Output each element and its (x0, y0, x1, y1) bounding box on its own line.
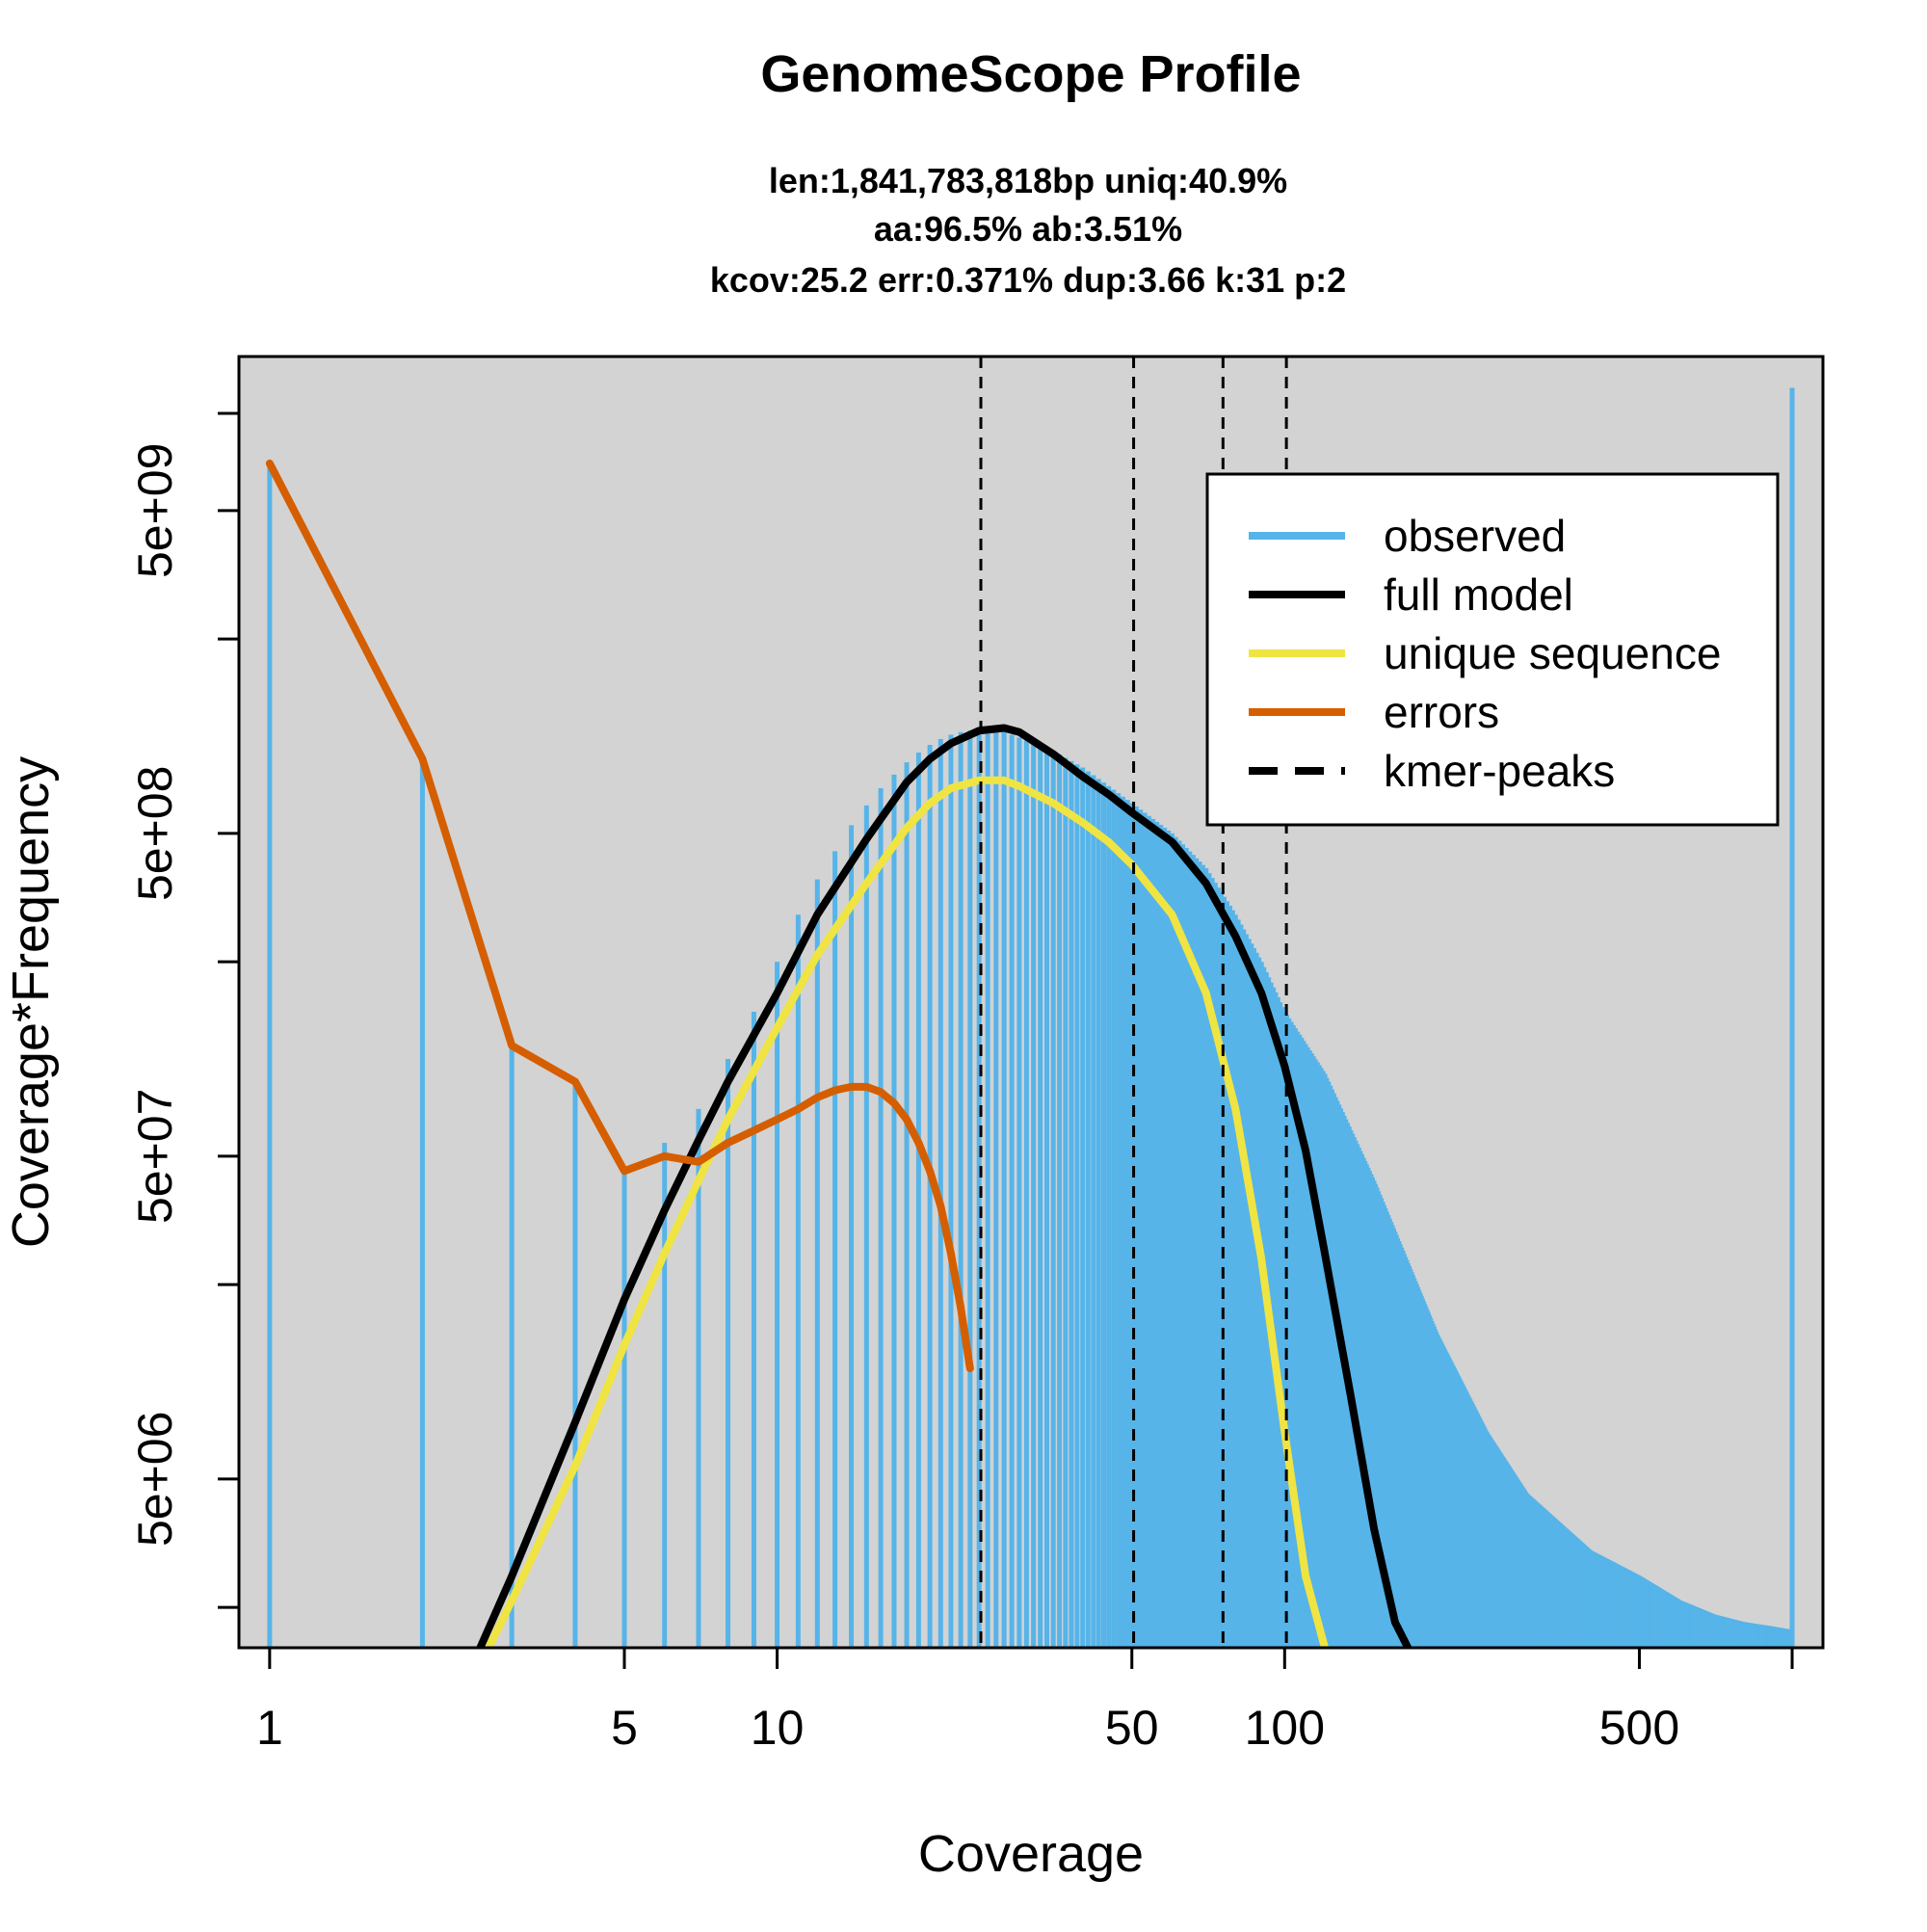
x-axis-label: Coverage (918, 1825, 1144, 1883)
y-tick-label: 5e+07 (128, 1089, 182, 1224)
x-tick-label: 100 (1245, 1701, 1325, 1755)
x-tick-label: 1 (256, 1701, 283, 1755)
legend-label: full model (1384, 569, 1573, 620)
y-tick-label: 5e+06 (128, 1412, 182, 1547)
errors-curve (265, 459, 974, 1373)
x-tick-label: 10 (751, 1701, 805, 1755)
x-tick-label: 500 (1599, 1701, 1679, 1755)
chart-subtitle-line-3: kcov:25.2 err:0.371% dup:3.66 k:31 p:2 (710, 260, 1346, 300)
legend-label: kmer-peaks (1384, 746, 1615, 796)
x-tick-label: 5 (611, 1701, 638, 1755)
chart-subtitle-line-1: len:1,841,783,818bp uniq:40.9% (769, 161, 1287, 200)
y-tick-label: 5e+09 (128, 443, 182, 578)
observed-histogram (267, 387, 1795, 1648)
x-tick-label: 50 (1105, 1701, 1159, 1755)
y-axis: 5e+06 5e+07 5e+08 5e+09 (128, 411, 241, 1609)
legend-label: observed (1384, 511, 1566, 561)
full-model-curve (476, 724, 1412, 1648)
y-axis-label: Coverage*Frequency (2, 756, 60, 1248)
legend: observed full model unique sequence errors k… (1205, 472, 1780, 827)
chart-title: GenomeScope Profile (760, 45, 1301, 103)
legend-label: unique sequence (1384, 628, 1721, 678)
x-axis: 1 5 10 50 100 500 (256, 1646, 1794, 1755)
unique-sequence-curve (485, 776, 1329, 1648)
plot-content (265, 357, 1795, 1648)
legend-label: errors (1384, 687, 1499, 737)
y-tick-label: 5e+08 (128, 766, 182, 901)
chart-subtitle-line-2: aa:96.5% ab:3.51% (874, 209, 1182, 249)
